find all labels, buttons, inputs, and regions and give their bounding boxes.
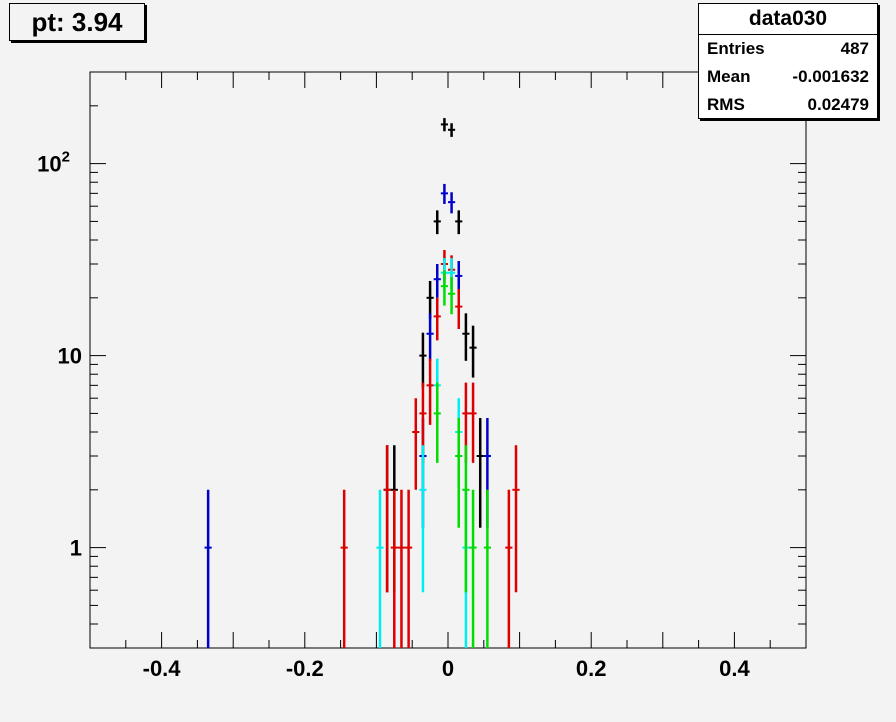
axis-ticks — [89, 71, 807, 649]
data-point — [448, 192, 456, 214]
data-point — [433, 382, 441, 463]
x-tick-labels: -0.4 -0.2 0 0.2 0.4 — [143, 656, 751, 681]
data-point — [469, 489, 477, 648]
stats-value: -0.001632 — [792, 67, 869, 86]
data-point — [433, 297, 441, 341]
data-point — [426, 358, 434, 425]
data-point — [412, 398, 420, 490]
y-tick-label: 10 — [58, 344, 82, 369]
stats-value: 487 — [840, 39, 869, 58]
data-point — [397, 489, 406, 648]
data-point — [426, 313, 434, 361]
data-point — [455, 417, 463, 528]
data-point — [469, 382, 477, 463]
data-point — [440, 118, 448, 132]
plot-frame — [89, 71, 807, 649]
data-point — [476, 417, 484, 528]
y-tick-label: 1 — [70, 536, 82, 561]
data-point — [433, 264, 441, 298]
data-point — [419, 445, 427, 593]
data-points — [204, 118, 520, 648]
stats-name: data030 — [699, 4, 877, 35]
y-tick-label: 102 — [37, 149, 70, 177]
data-point — [390, 489, 398, 648]
data-point — [483, 489, 491, 648]
x-tick-label: 0.2 — [576, 656, 607, 681]
data-point — [448, 277, 456, 315]
data-series — [340, 250, 520, 648]
data-point — [440, 270, 448, 306]
plot-title-text: pt: 3.94 — [31, 7, 123, 37]
stats-label: Entries — [707, 39, 765, 58]
data-point — [426, 280, 434, 319]
x-tick-label: -0.2 — [286, 656, 324, 681]
stats-value: 0.02479 — [807, 95, 869, 114]
stats-row-entries: Entries 487 — [699, 35, 877, 63]
data-point — [376, 489, 384, 648]
data-point — [455, 210, 463, 235]
data-point — [405, 489, 413, 648]
data-point — [383, 445, 391, 593]
data-point — [512, 445, 520, 593]
x-tick-label: -0.4 — [143, 656, 182, 681]
data-point — [469, 325, 477, 378]
data-point — [340, 489, 348, 648]
data-point — [462, 313, 470, 361]
data-point — [204, 489, 212, 648]
plot-title: pt: 3.94 — [9, 3, 145, 41]
y-tick-labels: 1 10 102 — [37, 149, 82, 561]
data-point — [448, 123, 456, 137]
x-tick-label: 0.4 — [719, 656, 750, 681]
data-point — [433, 210, 441, 235]
x-tick-label: 0 — [442, 656, 454, 681]
data-series — [433, 270, 491, 648]
stats-label: Mean — [707, 67, 751, 86]
data-point — [505, 489, 513, 648]
data-point — [455, 260, 463, 295]
data-point — [419, 332, 427, 388]
data-point — [440, 183, 448, 204]
stats-box: data030 Entries 487 Mean -0.001632 RMS 0… — [698, 3, 878, 119]
stats-label: RMS — [707, 95, 745, 114]
data-point — [462, 445, 470, 593]
stats-row-rms: RMS 0.02479 — [699, 91, 877, 119]
stats-row-mean: Mean -0.001632 — [699, 63, 877, 91]
data-point — [455, 288, 463, 330]
